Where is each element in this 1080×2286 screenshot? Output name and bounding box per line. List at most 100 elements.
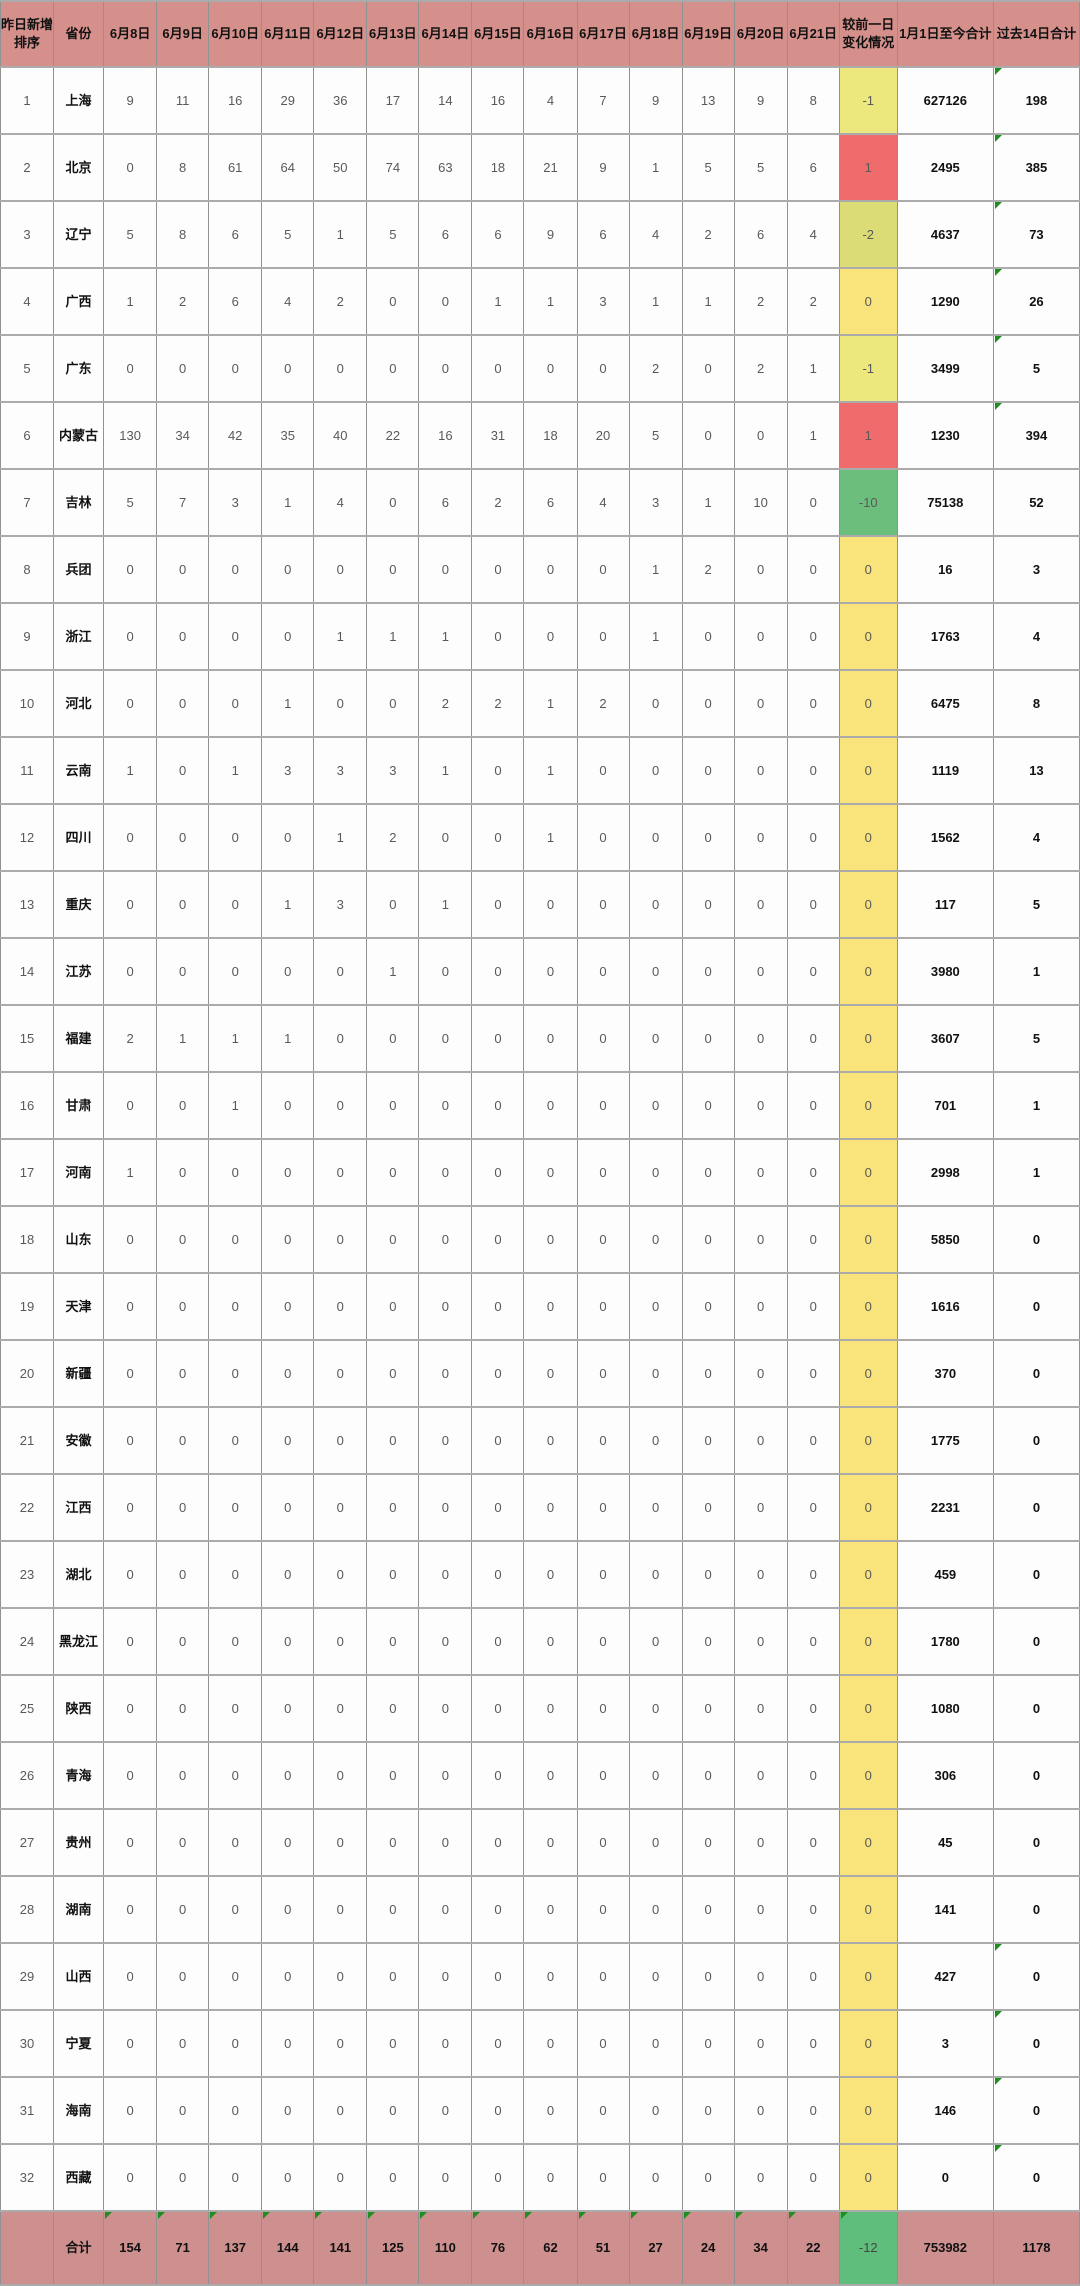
cell-change[interactable]: 1 [838, 133, 898, 202]
header-date-8[interactable]: 6月16日 [523, 0, 578, 68]
cell-change[interactable]: 0 [838, 870, 898, 939]
cell-date-11[interactable]: 0 [681, 1741, 735, 1810]
cell-province[interactable]: 宁夏 [53, 2009, 105, 2078]
cell-last14[interactable]: 0 [992, 1674, 1080, 1743]
cell-date-2[interactable]: 42 [208, 401, 263, 470]
cell-date-7[interactable]: 0 [471, 535, 525, 604]
cell-total-since[interactable]: 3980 [896, 937, 994, 1006]
cell-date-10[interactable]: 0 [628, 937, 683, 1006]
cell-date-10[interactable]: 0 [628, 669, 683, 738]
cell-date-12[interactable]: 0 [733, 1540, 788, 1609]
cell-province[interactable]: 重庆 [53, 870, 105, 939]
cell-date-0[interactable]: 0 [103, 535, 158, 604]
cell-date-7[interactable]: 0 [471, 1741, 525, 1810]
cell-rank[interactable]: 4 [0, 267, 55, 336]
cell-date-12[interactable]: 0 [733, 669, 788, 738]
cell-total-since[interactable]: 3607 [896, 1004, 994, 1073]
cell-date-6[interactable]: 1 [418, 736, 473, 805]
cell-total-change[interactable]: -12 [838, 2210, 898, 2286]
cell-province[interactable]: 山西 [53, 1942, 105, 2011]
cell-date-10[interactable]: 0 [628, 1071, 683, 1140]
cell-date-2[interactable]: 1 [208, 736, 263, 805]
cell-province[interactable]: 内蒙古 [53, 401, 105, 470]
cell-date-6[interactable]: 0 [418, 2143, 473, 2212]
cell-date-12[interactable]: 0 [733, 2076, 788, 2145]
cell-rank[interactable]: 8 [0, 535, 55, 604]
cell-rank[interactable]: 25 [0, 1674, 55, 1743]
cell-date-6[interactable]: 0 [418, 267, 473, 336]
cell-date-1[interactable]: 0 [156, 669, 210, 738]
cell-last14[interactable]: 0 [992, 1473, 1080, 1542]
cell-date-13[interactable]: 0 [786, 1339, 840, 1408]
cell-date-6[interactable]: 0 [418, 1339, 473, 1408]
cell-rank[interactable]: 21 [0, 1406, 55, 1475]
cell-date-0[interactable]: 1 [103, 1138, 158, 1207]
cell-total-since[interactable]: 1780 [896, 1607, 994, 1676]
cell-date-3[interactable]: 1 [261, 870, 315, 939]
cell-date-8[interactable]: 6 [523, 468, 578, 537]
cell-date-1[interactable]: 0 [156, 1339, 210, 1408]
cell-date-9[interactable]: 0 [576, 870, 630, 939]
cell-date-1[interactable]: 0 [156, 1071, 210, 1140]
cell-rank[interactable]: 15 [0, 1004, 55, 1073]
cell-date-3[interactable]: 0 [261, 2009, 315, 2078]
cell-date-13[interactable]: 0 [786, 1004, 840, 1073]
cell-date-8[interactable]: 0 [523, 937, 578, 1006]
cell-date-11[interactable]: 0 [681, 401, 735, 470]
cell-date-9[interactable]: 0 [576, 937, 630, 1006]
cell-total-since[interactable]: 16 [896, 535, 994, 604]
cell-date-9[interactable]: 0 [576, 602, 630, 671]
cell-last14[interactable]: 73 [992, 200, 1080, 269]
cell-date-7[interactable]: 1 [471, 267, 525, 336]
cell-date-11[interactable]: 5 [681, 133, 735, 202]
cell-rank[interactable]: 12 [0, 803, 55, 872]
cell-date-4[interactable]: 40 [313, 401, 368, 470]
cell-date-3[interactable]: 0 [261, 937, 315, 1006]
cell-date-9[interactable]: 0 [576, 1406, 630, 1475]
cell-last14[interactable]: 3 [992, 535, 1080, 604]
cell-date-5[interactable]: 74 [366, 133, 420, 202]
cell-total-since[interactable]: 3 [896, 2009, 994, 2078]
cell-date-11[interactable]: 0 [681, 1607, 735, 1676]
cell-date-1[interactable]: 0 [156, 1741, 210, 1810]
cell-date-8[interactable]: 0 [523, 2143, 578, 2212]
cell-change[interactable]: 0 [838, 1942, 898, 2011]
cell-date-6[interactable]: 1 [418, 870, 473, 939]
cell-date-8[interactable]: 1 [523, 803, 578, 872]
cell-date-5[interactable]: 0 [366, 1741, 420, 1810]
cell-date-2[interactable]: 0 [208, 1138, 263, 1207]
header-date-6[interactable]: 6月14日 [418, 0, 473, 68]
cell-date-8[interactable]: 0 [523, 1808, 578, 1877]
cell-change[interactable]: -1 [838, 334, 898, 403]
cell-rank[interactable]: 9 [0, 602, 55, 671]
cell-total-since[interactable]: 1562 [896, 803, 994, 872]
cell-date-1[interactable]: 7 [156, 468, 210, 537]
cell-date-6[interactable]: 0 [418, 1540, 473, 1609]
cell-date-3[interactable]: 1 [261, 1004, 315, 1073]
cell-date-2[interactable]: 6 [208, 200, 263, 269]
cell-date-6[interactable]: 6 [418, 200, 473, 269]
cell-date-9[interactable]: 0 [576, 334, 630, 403]
cell-date-1[interactable]: 0 [156, 1540, 210, 1609]
cell-date-13[interactable]: 1 [786, 401, 840, 470]
cell-date-11[interactable]: 0 [681, 602, 735, 671]
cell-date-8[interactable]: 18 [523, 401, 578, 470]
cell-date-4[interactable]: 1 [313, 602, 368, 671]
cell-date-3[interactable]: 3 [261, 736, 315, 805]
cell-date-2[interactable]: 0 [208, 1272, 263, 1341]
cell-date-3[interactable]: 0 [261, 1540, 315, 1609]
cell-date-10[interactable]: 0 [628, 1138, 683, 1207]
cell-date-4[interactable]: 0 [313, 1272, 368, 1341]
cell-date-4[interactable]: 0 [313, 1473, 368, 1542]
cell-total-since[interactable]: 1290 [896, 267, 994, 336]
cell-date-12[interactable]: 0 [733, 870, 788, 939]
cell-total-since[interactable]: 4637 [896, 200, 994, 269]
cell-date-6[interactable]: 0 [418, 1674, 473, 1743]
cell-date-0[interactable]: 0 [103, 803, 158, 872]
cell-rank[interactable]: 18 [0, 1205, 55, 1274]
cell-change[interactable]: 0 [838, 937, 898, 1006]
cell-total-since[interactable]: 1119 [896, 736, 994, 805]
cell-date-6[interactable]: 0 [418, 1473, 473, 1542]
cell-date-0[interactable]: 0 [103, 1674, 158, 1743]
cell-date-1[interactable]: 0 [156, 937, 210, 1006]
